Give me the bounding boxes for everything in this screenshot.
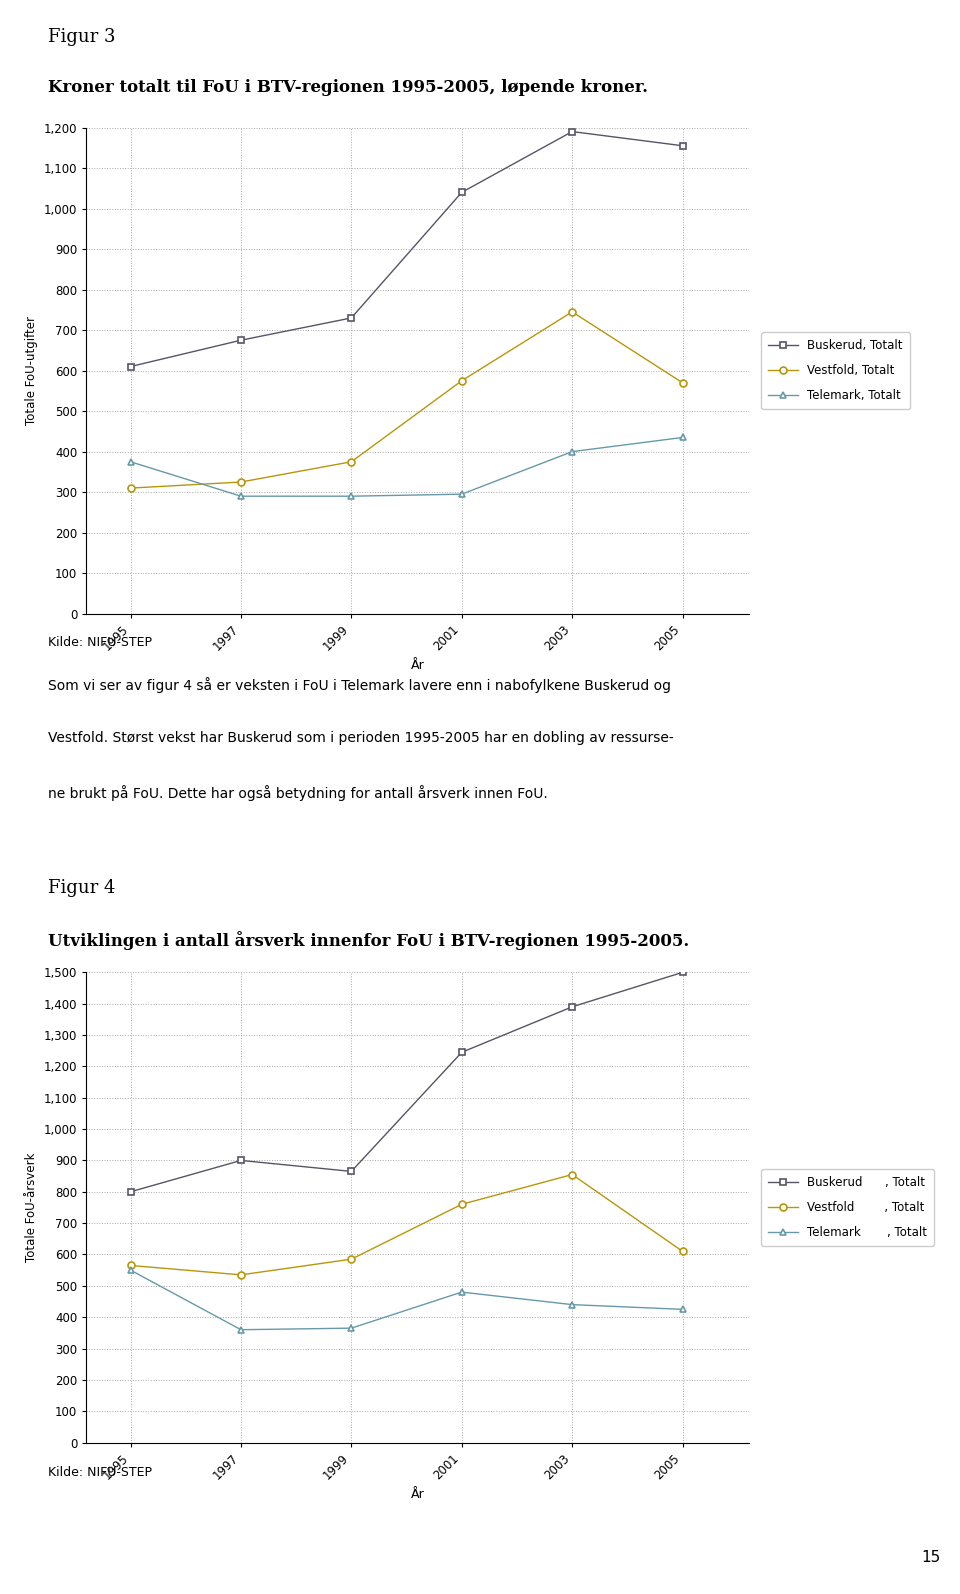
Telemark <box>456 1283 468 1302</box>
Text: Kilde: NIFU-STEP: Kilde: NIFU-STEP <box>48 636 152 649</box>
Buskerud, Totalt <box>346 308 357 327</box>
Buskerud <box>125 1183 136 1202</box>
Vestfold <box>125 1256 136 1275</box>
X-axis label: År: År <box>411 658 424 671</box>
Telemark <box>346 1318 357 1337</box>
Telemark, Totalt <box>125 453 136 472</box>
Text: Kroner totalt til FoU i BTV-regionen 1995-2005, løpende kroner.: Kroner totalt til FoU i BTV-regionen 199… <box>48 80 648 96</box>
Text: Vestfold. Størst vekst har Buskerud som i perioden 1995-2005 har en dobling av r: Vestfold. Størst vekst har Buskerud som … <box>48 732 674 744</box>
Vestfold <box>456 1196 468 1215</box>
Buskerud <box>677 963 688 982</box>
Buskerud, Totalt <box>677 135 688 155</box>
Vestfold, Totalt <box>346 453 357 472</box>
Line: Vestfold: Vestfold <box>127 1172 686 1278</box>
Y-axis label: Totale FoU-årsverk: Totale FoU-årsverk <box>25 1152 38 1262</box>
Line: Vestfold, Totalt: Vestfold, Totalt <box>127 308 686 491</box>
Legend: Buskerud      , Totalt, Vestfold        , Totalt, Telemark       , Totalt: Buskerud , Totalt, Vestfold , Totalt, Te… <box>761 1168 934 1247</box>
Line: Telemark: Telemark <box>127 1267 686 1333</box>
Line: Buskerud, Totalt: Buskerud, Totalt <box>127 128 686 370</box>
Vestfold, Totalt <box>125 478 136 497</box>
Vestfold <box>235 1266 247 1285</box>
Text: Utviklingen i antall årsverk innenfor FoU i BTV-regionen 1995-2005.: Utviklingen i antall årsverk innenfor Fo… <box>48 931 689 950</box>
Telemark, Totalt <box>346 486 357 505</box>
Vestfold <box>346 1250 357 1269</box>
Line: Buskerud: Buskerud <box>127 969 686 1196</box>
Vestfold, Totalt <box>456 371 468 391</box>
Y-axis label: Totale FoU-utgifter: Totale FoU-utgifter <box>25 316 38 426</box>
Telemark, Totalt <box>566 442 578 461</box>
Telemark <box>235 1320 247 1339</box>
Telemark, Totalt <box>456 485 468 504</box>
Buskerud, Totalt <box>456 183 468 202</box>
Buskerud <box>456 1042 468 1062</box>
Text: Kilde: NIFU-STEP: Kilde: NIFU-STEP <box>48 1466 152 1479</box>
Vestfold <box>566 1165 578 1184</box>
Legend: Buskerud, Totalt, Vestfold, Totalt, Telemark, Totalt: Buskerud, Totalt, Vestfold, Totalt, Tele… <box>761 332 910 410</box>
Telemark <box>677 1299 688 1318</box>
Telemark <box>566 1294 578 1313</box>
Buskerud, Totalt <box>125 357 136 376</box>
Buskerud <box>235 1151 247 1170</box>
Vestfold, Totalt <box>235 472 247 491</box>
Vestfold, Totalt <box>677 373 688 392</box>
X-axis label: År: År <box>411 1487 424 1500</box>
Vestfold, Totalt <box>566 303 578 322</box>
Buskerud <box>566 998 578 1017</box>
Text: ne brukt på FoU. Dette har også betydning for antall årsverk innen FoU.: ne brukt på FoU. Dette har også betydnin… <box>48 784 548 800</box>
Text: Som vi ser av figur 4 så er veksten i FoU i Telemark lavere enn i nabofylkene Bu: Som vi ser av figur 4 så er veksten i Fo… <box>48 677 671 693</box>
Buskerud, Totalt <box>566 123 578 142</box>
Vestfold <box>677 1242 688 1261</box>
Telemark, Totalt <box>235 486 247 505</box>
Text: Figur 3: Figur 3 <box>48 27 115 46</box>
Text: 15: 15 <box>922 1549 941 1565</box>
Line: Telemark, Totalt: Telemark, Totalt <box>127 434 686 499</box>
Text: Figur 4: Figur 4 <box>48 878 115 897</box>
Telemark <box>125 1261 136 1280</box>
Buskerud, Totalt <box>235 330 247 349</box>
Buskerud <box>346 1162 357 1181</box>
Telemark, Totalt <box>677 427 688 446</box>
